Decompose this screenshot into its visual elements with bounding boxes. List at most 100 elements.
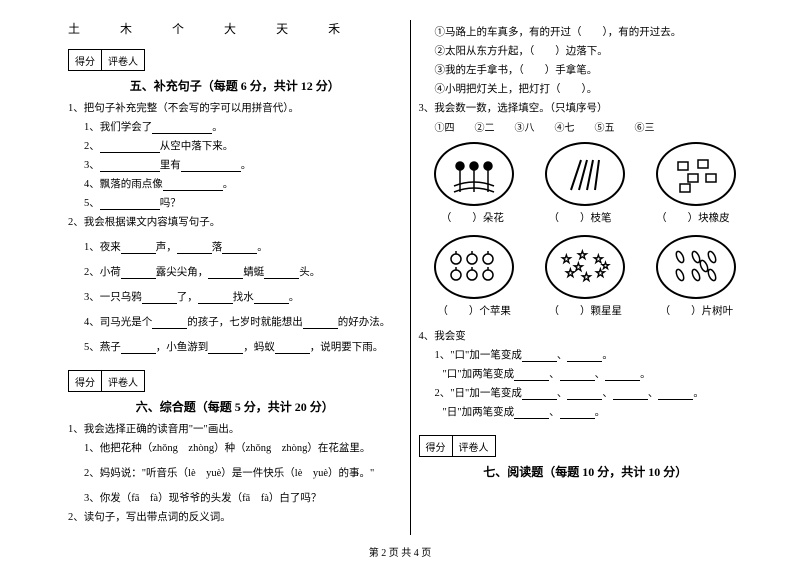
blank: [605, 370, 640, 381]
char: 天: [276, 20, 288, 37]
q1: 1、把句子补充完整（不会写的字可以用拼音代）。: [68, 100, 402, 115]
image-row-1: [419, 142, 753, 206]
section-6-title: 六、综合题（每题 5 分，共计 20 分）: [68, 398, 402, 415]
blank: [522, 389, 557, 400]
label: （ ）枝笔: [548, 210, 611, 225]
q6-2: 2、读句子，写出带点词的反义词。: [68, 509, 402, 524]
blank: [560, 408, 595, 419]
char-practice-row: 土 木 个 大 天 禾: [68, 20, 402, 37]
text: 。: [257, 242, 268, 253]
q6-1-1: 1、他把花种（zhǒng zhòng）种（zhǒng zhòng）在花盆里。: [84, 440, 402, 455]
erasers-icon: [656, 142, 736, 206]
blank: [152, 318, 187, 329]
opt: ④七: [555, 119, 575, 134]
blank: [613, 389, 648, 400]
label: （ ）个苹果: [437, 303, 511, 318]
text: 了，: [177, 292, 198, 303]
text: 5、: [84, 198, 100, 209]
blank: [303, 318, 338, 329]
label: （ ）块橡皮: [656, 210, 730, 225]
text: 1、"口"加一笔变成: [435, 350, 522, 361]
apples-icon: [434, 235, 514, 299]
blank: [514, 370, 549, 381]
sentence: ①马路上的车真多，有的开过（ ），有的开过去。: [435, 24, 753, 39]
char: 土: [68, 20, 80, 37]
text: 头。: [299, 267, 320, 278]
blank: [177, 243, 212, 254]
blank: [181, 161, 241, 172]
svg-text:☆: ☆: [601, 261, 610, 272]
blank: [152, 123, 212, 134]
opt: ③八: [515, 119, 535, 134]
leaves-icon: [656, 235, 736, 299]
score-box: 得分 评卷人: [419, 435, 496, 457]
blank: [264, 268, 299, 279]
q6-1-3: 3、你发（fā fà）现爷爷的头发（fā fà）白了吗？: [84, 490, 402, 505]
text: 从空中落下来。: [160, 141, 234, 152]
score-box: 得分 评卷人: [68, 370, 145, 392]
text: 5、燕子: [84, 342, 121, 353]
section-7-title: 七、阅读题（每题 10 分，共计 10 分）: [419, 463, 753, 480]
text: 蜻蜓: [243, 267, 264, 278]
options-row: ①四 ②二 ③八 ④七 ⑤五 ⑥三: [435, 119, 753, 134]
label: （ ）片树叶: [660, 303, 734, 318]
opt: ①四: [435, 119, 455, 134]
q6-1-2: 2、妈妈说："听音乐（lè yuè）是一件快乐（lè yuè）的事。": [84, 465, 402, 480]
score-box: 得分 评卷人: [68, 49, 145, 71]
reviewer-label: 评卷人: [453, 436, 495, 456]
blank: [100, 142, 160, 153]
reviewer-label: 评卷人: [102, 371, 144, 391]
text: 的孩子，七岁时就能想出: [187, 317, 303, 328]
blank: [121, 268, 156, 279]
text: 1、我们学会了: [84, 122, 152, 133]
label-row-1: （ ）朵花 （ ）枝笔 （ ）块橡皮: [419, 210, 753, 225]
left-column: 土 木 个 大 天 禾 得分 评卷人 五、补充句子（每题 6 分，共计 12 分…: [60, 20, 411, 535]
score-label: 得分: [69, 371, 102, 391]
text: 2、"日"加一笔变成: [435, 388, 522, 399]
blank: [658, 389, 693, 400]
label-row-2: （ ）个苹果 （ ）颗星星 （ ）片树叶: [419, 303, 753, 318]
text: 找水: [233, 292, 254, 303]
text: 3、: [84, 160, 100, 171]
text: 里有: [160, 160, 181, 171]
char: 个: [172, 20, 184, 37]
blank: [100, 161, 160, 172]
q2: 2、我会根据课文内容填写句子。: [68, 214, 402, 229]
pencils-icon: [545, 142, 625, 206]
image-row-2: ☆☆☆☆☆☆☆☆: [419, 235, 753, 299]
score-label: 得分: [420, 436, 453, 456]
text: ，说明要下雨。: [310, 342, 384, 353]
text: 声，: [156, 242, 177, 253]
blank: [222, 243, 257, 254]
blank: [254, 293, 289, 304]
blank: [198, 293, 233, 304]
text: 落: [212, 242, 223, 253]
blank: [514, 408, 549, 419]
opt: ⑤五: [595, 119, 615, 134]
svg-text:☆: ☆: [561, 252, 572, 266]
blank: [560, 370, 595, 381]
q6-1: 1、我会选择正确的读音用"一"画出。: [68, 421, 402, 436]
q4-title: 4、我会变: [419, 328, 753, 343]
char: 大: [224, 20, 236, 37]
blank: [121, 343, 156, 354]
sentence: ③我的左手拿书，（ ）手拿笔。: [435, 62, 753, 77]
text: "日"加两笔变成: [443, 407, 515, 418]
sentence: ②太阳从东方升起，（ ）边落下。: [435, 43, 753, 58]
sentence: ④小明把灯关上，把灯打（ ）。: [435, 81, 753, 96]
text: ，蚂蚁: [243, 342, 275, 353]
text: 4、飘落的雨点像: [84, 179, 163, 190]
text: 的好办法。: [338, 317, 391, 328]
blank: [121, 243, 156, 254]
text: 1、夜来: [84, 242, 121, 253]
blank: [142, 293, 177, 304]
text: 2、小荷: [84, 267, 121, 278]
char: 木: [120, 20, 132, 37]
blank: [208, 343, 243, 354]
blank: [275, 343, 310, 354]
q3: 3、我会数一数，选择填空。（只填序号）: [419, 100, 753, 115]
text: 2、: [84, 141, 100, 152]
blank: [567, 351, 602, 362]
opt: ②二: [475, 119, 495, 134]
text: ，小鱼游到: [156, 342, 209, 353]
